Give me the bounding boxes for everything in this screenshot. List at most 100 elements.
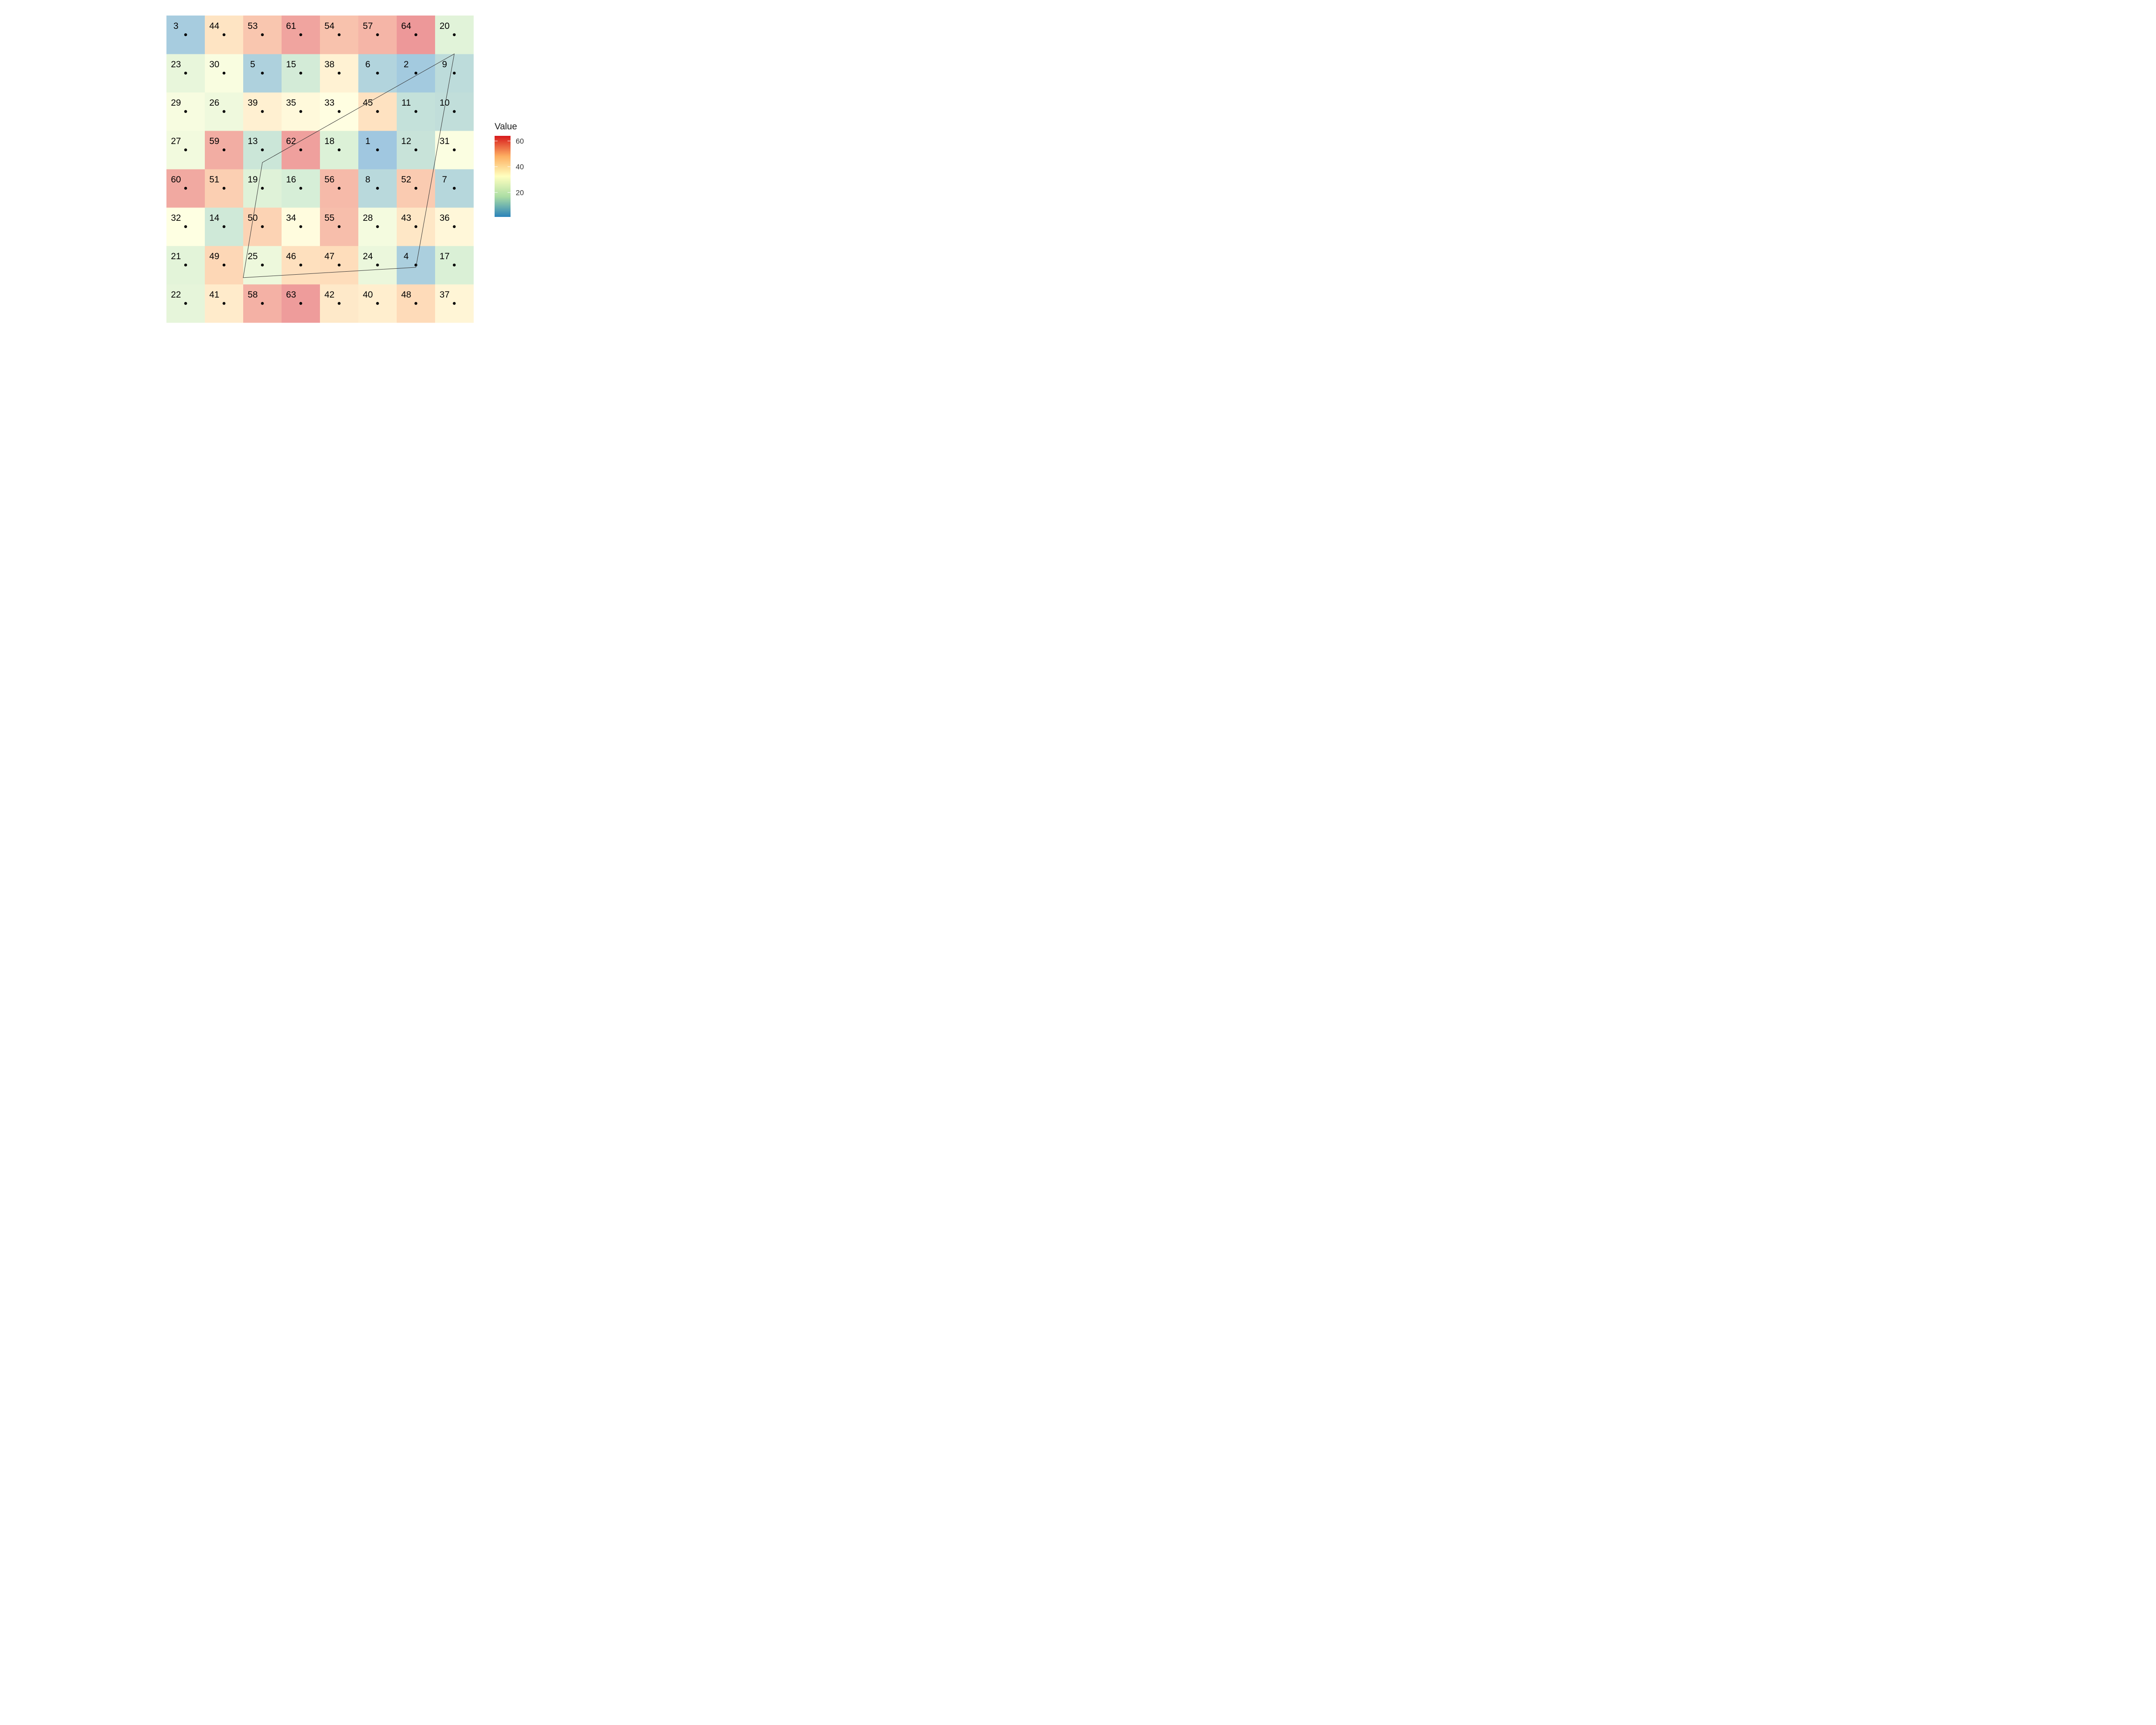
- cell-center-point: [184, 263, 187, 267]
- cell-center-point: [414, 225, 417, 228]
- cell-center-point: [376, 110, 379, 113]
- cell-center-point: [184, 72, 187, 75]
- cell-value-label: 12: [401, 136, 411, 146]
- cell-value-label: 6: [365, 60, 370, 69]
- cell-value-label: 24: [363, 251, 373, 261]
- cell-value-label: 47: [324, 251, 334, 261]
- cell-value-label: 27: [171, 136, 181, 146]
- cell-value-label: 30: [209, 60, 219, 69]
- cell-center-point: [453, 225, 456, 228]
- cell-center-point: [376, 33, 379, 36]
- cell-center-point: [414, 110, 417, 113]
- cell-center-point: [299, 225, 302, 228]
- cell-value-label: 49: [209, 251, 219, 261]
- cell-center-point: [222, 72, 226, 75]
- cell-center-point: [453, 33, 456, 36]
- legend-tick-label: 60: [516, 137, 524, 145]
- cell-center-point: [222, 302, 226, 305]
- legend-colorbar: [495, 136, 511, 217]
- cell-value-label: 21: [171, 251, 181, 261]
- cell-center-point: [184, 225, 187, 228]
- cell-value-label: 13: [248, 136, 257, 146]
- cell-center-point: [376, 148, 379, 151]
- cell-value-label: 5: [250, 60, 255, 69]
- cell-value-label: 40: [363, 290, 373, 300]
- cell-center-point: [299, 263, 302, 267]
- cell-value-label: 33: [324, 98, 334, 108]
- cell-value-label: 63: [286, 290, 296, 300]
- cell-value-label: 19: [248, 175, 257, 185]
- cell-value-label: 23: [171, 60, 181, 69]
- polygon-overlay: [243, 53, 455, 278]
- legend-tick-label: 20: [516, 188, 524, 197]
- cell-value-label: 9: [442, 60, 447, 69]
- cell-center-point: [261, 110, 264, 113]
- cell-value-label: 55: [324, 213, 334, 223]
- cell-center-point: [453, 72, 456, 75]
- cell-center-point: [184, 148, 187, 151]
- cell-value-label: 39: [248, 98, 257, 108]
- cell-center-point: [299, 33, 302, 36]
- cell-center-point: [184, 110, 187, 113]
- legend-tick-label: 40: [516, 163, 524, 171]
- cell-value-label: 29: [171, 98, 181, 108]
- cell-value-label: 64: [401, 21, 411, 31]
- cell-center-point: [222, 225, 226, 228]
- cell-value-label: 42: [324, 290, 334, 300]
- cell-value-label: 48: [401, 290, 411, 300]
- cell-value-label: 35: [286, 98, 296, 108]
- cell-center-point: [338, 110, 341, 113]
- cell-center-point: [453, 302, 456, 305]
- legend: Value 20 40 60: [495, 122, 524, 217]
- cell-value-label: 44: [209, 21, 219, 31]
- cell-center-point: [338, 225, 341, 228]
- cell-value-label: 1: [365, 136, 370, 146]
- cell-center-point: [414, 302, 417, 305]
- cell-value-label: 32: [171, 213, 181, 223]
- cell-value-label: 8: [365, 175, 370, 185]
- cell-value-label: 61: [286, 21, 296, 31]
- cell-value-label: 34: [286, 213, 296, 223]
- cell-value-label: 22: [171, 290, 181, 300]
- cell-center-point: [184, 33, 187, 36]
- cell-center-point: [299, 187, 302, 190]
- cell-value-label: 11: [401, 98, 411, 108]
- cell-value-label: 37: [439, 290, 449, 300]
- cell-value-label: 15: [286, 60, 296, 69]
- cell-center-point: [414, 263, 417, 267]
- cell-center-point: [261, 187, 264, 190]
- cell-value-label: 4: [404, 251, 409, 261]
- cell-value-label: 14: [209, 213, 219, 223]
- cell-center-point: [376, 225, 379, 228]
- cell-value-label: 10: [439, 98, 449, 108]
- cell-value-label: 54: [324, 21, 335, 31]
- cell-center-point: [453, 187, 456, 190]
- cell-center-point: [414, 148, 417, 151]
- cell-points: [184, 33, 456, 305]
- cell-center-point: [414, 33, 417, 36]
- cell-value-label: 51: [209, 175, 219, 185]
- cell-value-label: 52: [401, 175, 411, 185]
- cell-center-point: [261, 148, 264, 151]
- cell-center-point: [338, 72, 341, 75]
- cell-center-point: [338, 187, 341, 190]
- cell-center-point: [222, 110, 226, 113]
- cell-value-label: 36: [439, 213, 449, 223]
- cell-value-label: 18: [324, 136, 334, 146]
- cell-center-point: [376, 187, 379, 190]
- cell-center-point: [338, 302, 341, 305]
- cell-value-label: 25: [248, 251, 257, 261]
- cell-center-point: [299, 110, 302, 113]
- cell-value-label: 59: [209, 136, 219, 146]
- cell-value-label: 38: [324, 60, 334, 69]
- cell-value-label: 57: [363, 21, 373, 31]
- cell-value-label: 17: [439, 251, 449, 261]
- cell-center-point: [261, 33, 264, 36]
- cell-center-point: [376, 72, 379, 75]
- cell-value-label: 53: [248, 21, 257, 31]
- cell-center-point: [261, 302, 264, 305]
- cell-value-label: 28: [363, 213, 373, 223]
- cell-center-point: [261, 225, 264, 228]
- cell-center-point: [222, 148, 226, 151]
